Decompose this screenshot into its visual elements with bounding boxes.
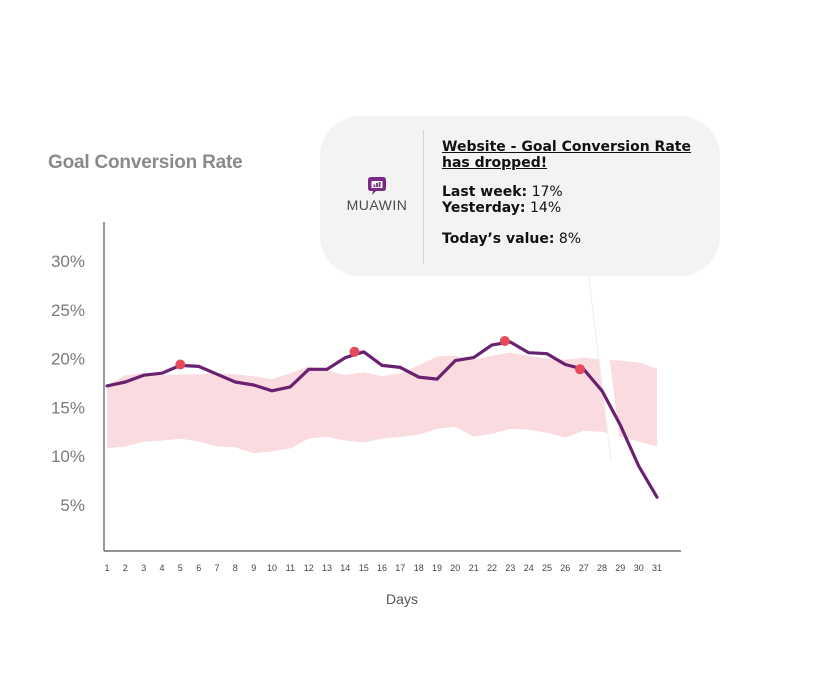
x-tick-label: 15 <box>359 563 369 573</box>
x-tick-label: 21 <box>469 563 479 573</box>
x-tick-label: 8 <box>233 563 238 573</box>
highlight-point <box>349 346 360 357</box>
x-tick-label: 27 <box>579 563 589 573</box>
x-tick-label: 9 <box>251 563 256 573</box>
x-tick-label: 17 <box>395 563 405 573</box>
x-tick-label: 13 <box>322 563 332 573</box>
callout-pointer-edge <box>587 269 612 461</box>
x-tick-label: 16 <box>377 563 387 573</box>
alert-callout <box>320 116 720 276</box>
alert-headline: Website - Goal Conversion Rate has dropp… <box>442 139 691 171</box>
y-tick-label: 15% <box>51 398 85 417</box>
x-tick-label: 6 <box>196 563 201 573</box>
y-tick-label: 5% <box>60 496 85 515</box>
logo-wordmark: MUAWIN <box>346 197 408 213</box>
x-tick-label: 30 <box>634 563 644 573</box>
highlight-point <box>175 359 186 370</box>
today-row: Today’s value: 8% <box>442 231 712 247</box>
x-tick-label: 12 <box>304 563 314 573</box>
chat-bubble-chart-icon <box>368 177 386 195</box>
yesterday-label: Yesterday: <box>442 200 526 216</box>
x-tick-label: 20 <box>450 563 460 573</box>
x-tick-label: 3 <box>141 563 146 573</box>
x-tick-label: 25 <box>542 563 552 573</box>
yesterday-row: Yesterday: 14% <box>442 200 712 216</box>
highlight-marker-layer <box>175 336 585 375</box>
x-tick-label: 10 <box>267 563 277 573</box>
y-tick-label: 25% <box>51 301 85 320</box>
x-tick-label: 24 <box>524 563 534 573</box>
x-tick-label: 18 <box>414 563 424 573</box>
x-tick-label: 26 <box>560 563 570 573</box>
x-axis-label: Days <box>386 591 418 607</box>
y-tick-label: 10% <box>51 447 85 466</box>
x-tick-label: 29 <box>615 563 625 573</box>
y-tick-label: 30% <box>51 252 85 271</box>
x-tick-label: 19 <box>432 563 442 573</box>
muawin-logo: MUAWIN <box>344 176 410 213</box>
expected-range-band <box>107 352 657 454</box>
axes-layer <box>103 222 681 552</box>
expected-range-band-layer <box>107 352 657 454</box>
x-tick-label: 28 <box>597 563 607 573</box>
x-tick-label: 5 <box>178 563 183 573</box>
y-tick-layer: 5% 10% 15% 20% 25% 30% <box>51 252 85 515</box>
last-week-row: Last week: 17% <box>442 184 712 200</box>
x-tick-label: 11 <box>286 563 295 573</box>
x-tick-label: 1 <box>104 563 109 573</box>
x-tick-label: 22 <box>487 563 497 573</box>
x-tick-label: 2 <box>123 563 128 573</box>
alert-message: Website - Goal Conversion Rate has dropp… <box>442 139 712 247</box>
last-week-label: Last week: <box>442 184 528 200</box>
highlight-point <box>499 336 510 346</box>
x-tick-label: 14 <box>340 563 350 573</box>
chart-title: Goal Conversion Rate <box>48 152 243 173</box>
callout-divider <box>423 130 424 264</box>
today-label: Today’s value: <box>442 231 555 247</box>
highlight-point <box>575 364 585 375</box>
conversion-rate-line <box>105 340 659 499</box>
x-tick-label: 4 <box>159 563 164 573</box>
last-week-value: 17% <box>531 184 563 200</box>
today-value: 8% <box>558 231 582 247</box>
y-tick-label: 20% <box>51 350 85 369</box>
series-line-layer <box>105 340 659 499</box>
x-tick-label: 7 <box>214 563 219 573</box>
yesterday-value: 14% <box>530 200 562 216</box>
x-tick-label: 23 <box>505 563 515 573</box>
x-tick-layer: 1 2 3 4 5 6 7 8 9 10 11 12 13 14 15 16 17 18 19 20 21 22 23 24 2… <box>104 563 662 573</box>
x-tick-label: 31 <box>652 563 662 573</box>
